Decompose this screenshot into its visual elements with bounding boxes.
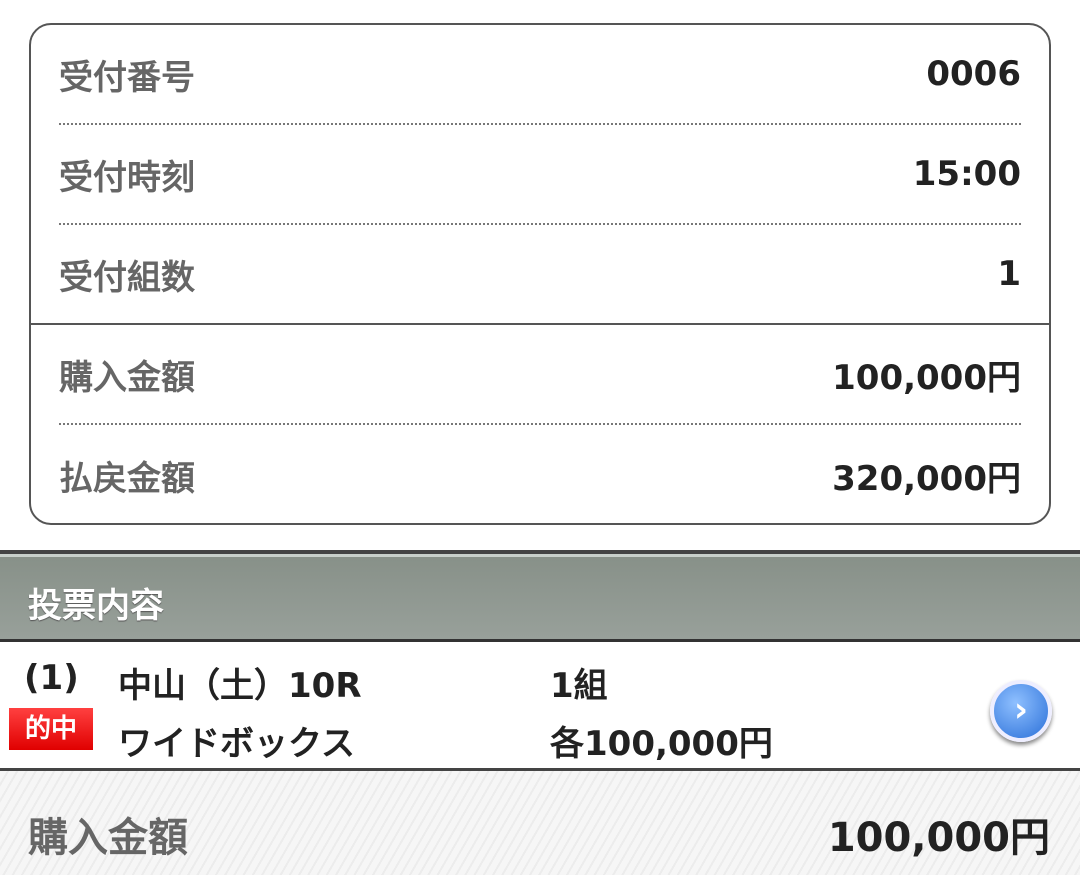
footer-value: 100,000円 (827, 815, 1050, 861)
chevron-right-icon[interactable]: › (990, 680, 1052, 742)
payout-amount-row: 払戻金額 320,000円 (31, 425, 1049, 523)
label: 払戻金額 (59, 458, 195, 499)
bet-amount: 各100,000円 (550, 724, 773, 764)
label: 受付番号 (59, 57, 195, 98)
bet-type: ワイドボックス (118, 724, 355, 764)
label: 受付時刻 (59, 157, 195, 198)
receipt-summary-card: 受付番号 0006 受付時刻 15:00 受付組数 1 購入金額 100,000円 払戻… (29, 23, 1051, 525)
purchase-amount-row: 購入金額 100,000円 (59, 325, 1021, 425)
receipt-count-row: 受付組数 1 (31, 225, 1049, 325)
value: 100,000円 (832, 357, 1021, 398)
receipt-number-row: 受付番号 0006 (59, 25, 1021, 125)
hit-badge: 的中 (9, 708, 93, 750)
value: 0006 (926, 54, 1021, 94)
value: 1 (997, 254, 1021, 294)
section-title: 投票内容 (28, 586, 164, 626)
label: 購入金額 (59, 357, 195, 398)
footer-label: 購入金額 (28, 815, 188, 861)
label: 受付組数 (59, 257, 195, 298)
bet-list-item[interactable]: (1) 中山（土）10R 1組 ワイドボックス 各100,000円 (0, 642, 1080, 771)
bet-index: (1) (24, 658, 79, 698)
receipt-time-row: 受付時刻 15:00 (59, 125, 1021, 225)
bet-race: 中山（土）10R (118, 666, 362, 706)
value: 15:00 (912, 154, 1021, 194)
bet-combos: 1組 (550, 666, 608, 706)
value: 320,000円 (832, 458, 1021, 499)
total-footer: 購入金額 100,000円 (0, 771, 1080, 875)
section-header: 投票内容 (0, 550, 1080, 642)
